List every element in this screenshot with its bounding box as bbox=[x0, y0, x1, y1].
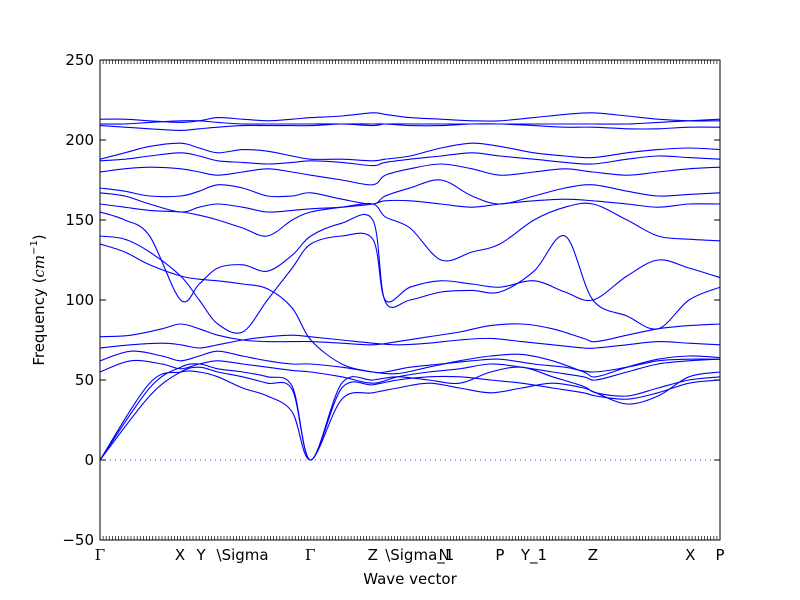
high-symmetry-label: P bbox=[715, 546, 724, 564]
band-line-8 bbox=[100, 243, 720, 374]
band-line-17 bbox=[100, 123, 720, 131]
high-symmetry-label: \Sigma bbox=[217, 546, 269, 564]
band-line-5 bbox=[100, 350, 720, 378]
band-line-11 bbox=[100, 202, 720, 262]
phonon-bands bbox=[100, 112, 720, 461]
y-axis-label-text: Frequency ( bbox=[30, 278, 48, 366]
band-line-10 bbox=[100, 211, 720, 330]
high-symmetry-label: Z bbox=[588, 546, 598, 564]
y-axis-label-unit: cm bbox=[30, 255, 48, 278]
y-tick-label: −50 bbox=[62, 531, 94, 549]
band-line-18 bbox=[100, 118, 720, 127]
band-line-4 bbox=[100, 358, 720, 384]
y-tick-label: 250 bbox=[65, 51, 94, 69]
high-symmetry-label: X bbox=[685, 546, 695, 564]
high-symmetry-label: Γ bbox=[305, 546, 315, 564]
band-line-9 bbox=[100, 232, 720, 334]
band-line-19 bbox=[100, 112, 720, 123]
y-tick-label: 0 bbox=[84, 451, 94, 469]
band-line-13 bbox=[100, 179, 720, 205]
high-symmetry-label: P bbox=[495, 546, 504, 564]
high-symmetry-label: Y bbox=[195, 546, 206, 564]
y-tick-label: 200 bbox=[65, 131, 94, 149]
high-symmetry-label: X bbox=[175, 546, 185, 564]
x-axis: Γ X Y \Sigma Γ Z \Sigma_1N P Y_1 Z X P bbox=[95, 60, 725, 565]
y-tick-label: 50 bbox=[75, 371, 94, 389]
band-line-12 bbox=[100, 192, 720, 213]
high-symmetry-label: Z bbox=[368, 546, 378, 564]
high-symmetry-label: Γ bbox=[95, 546, 105, 564]
y-axis: −50 0 50 100 150 200 250 bbox=[62, 51, 720, 549]
high-symmetry-label: \Sigma_1 bbox=[385, 546, 454, 565]
high-symmetry-label: N bbox=[438, 546, 449, 564]
band-line-1 bbox=[100, 366, 720, 461]
y-axis-label-close: ) bbox=[30, 234, 48, 240]
band-line-16 bbox=[100, 142, 720, 162]
band-line-7 bbox=[100, 323, 720, 346]
band-line-15 bbox=[100, 152, 720, 167]
band-line-3 bbox=[100, 370, 720, 461]
band-line-2 bbox=[100, 363, 720, 461]
y-axis-label: Frequency (cm−1) bbox=[29, 234, 48, 365]
y-axis-label-exponent: −1 bbox=[29, 240, 40, 255]
y-tick-label: 150 bbox=[65, 211, 94, 229]
x-axis-label: Wave vector bbox=[363, 570, 457, 588]
high-symmetry-label: Y_1 bbox=[520, 546, 547, 565]
y-tick-label: 100 bbox=[65, 291, 94, 309]
band-line-14 bbox=[100, 163, 720, 186]
band-line-6 bbox=[100, 334, 720, 349]
